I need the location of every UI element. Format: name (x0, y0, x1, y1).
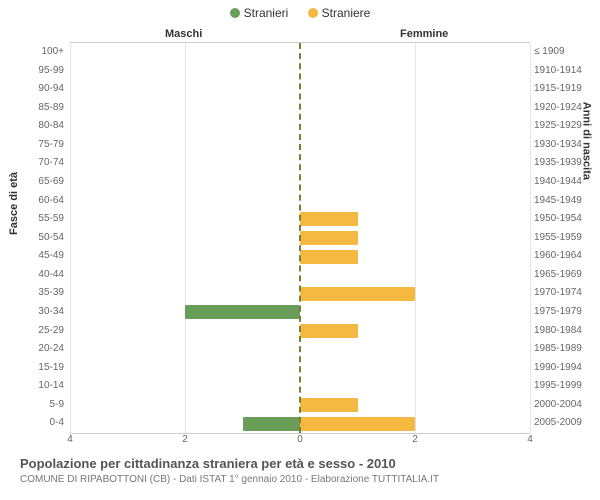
xtick: 0 (297, 434, 303, 445)
bar-female (300, 398, 358, 412)
ytick-age: 60-64 (28, 195, 64, 206)
header-male: Maschi (165, 28, 202, 40)
ytick-birth: 1920-1924 (534, 102, 590, 113)
bar-female (300, 287, 415, 301)
gridline (530, 43, 531, 433)
ytick-birth: 1910-1914 (534, 65, 590, 76)
x-axis: 4 2 0 2 4 (70, 434, 530, 450)
ytick-age: 45-49 (28, 250, 64, 261)
ytick-birth: 1965-1969 (534, 269, 590, 280)
ytick-age: 25-29 (28, 325, 64, 336)
ytick-birth: 2005-2009 (534, 417, 590, 428)
ytick-birth: 1990-1994 (534, 362, 590, 373)
ytick-age: 35-39 (28, 287, 64, 298)
ytick-age: 40-44 (28, 269, 64, 280)
ytick-birth: 1955-1959 (534, 232, 590, 243)
header-female: Femmine (400, 28, 448, 40)
ytick-birth: 1945-1949 (534, 195, 590, 206)
chart-area: 100+≤ 190995-991910-191490-941915-191985… (70, 42, 530, 434)
bar-female (300, 212, 358, 226)
ytick-age: 30-34 (28, 306, 64, 317)
xtick: 4 (67, 434, 73, 445)
bar-female (300, 324, 358, 338)
ytick-birth: 1915-1919 (534, 83, 590, 94)
ytick-birth: 1980-1984 (534, 325, 590, 336)
chart-title: Popolazione per cittadinanza straniera p… (20, 456, 396, 471)
bar-male (185, 305, 300, 319)
ytick-age: 90-94 (28, 83, 64, 94)
ytick-birth: 1935-1939 (534, 157, 590, 168)
legend-male: Stranieri (230, 6, 289, 20)
ytick-age: 100+ (28, 46, 64, 57)
ytick-age: 75-79 (28, 139, 64, 150)
xtick: 2 (182, 434, 188, 445)
ytick-age: 80-84 (28, 120, 64, 131)
bar-female (300, 231, 358, 245)
legend-label-male: Stranieri (244, 6, 289, 20)
bar-male (243, 417, 301, 431)
center-axis (299, 43, 301, 433)
ytick-age: 95-99 (28, 65, 64, 76)
ytick-age: 0-4 (28, 417, 64, 428)
ytick-birth: 1970-1974 (534, 287, 590, 298)
ytick-birth: 1925-1929 (534, 120, 590, 131)
ytick-birth: 1985-1989 (534, 343, 590, 354)
ytick-age: 55-59 (28, 213, 64, 224)
ytick-age: 70-74 (28, 157, 64, 168)
legend-label-female: Straniere (322, 6, 371, 20)
chart-subtitle: COMUNE DI RIPABOTTONI (CB) - Dati ISTAT … (20, 474, 439, 485)
ytick-birth: 1940-1944 (534, 176, 590, 187)
xtick: 4 (527, 434, 533, 445)
xtick: 2 (412, 434, 418, 445)
ytick-birth: 1960-1964 (534, 250, 590, 261)
bar-female (300, 417, 415, 431)
ytick-age: 5-9 (28, 399, 64, 410)
ytick-birth: 1950-1954 (534, 213, 590, 224)
ytick-birth: 2000-2004 (534, 399, 590, 410)
legend-swatch-male (230, 8, 240, 18)
ytick-age: 50-54 (28, 232, 64, 243)
ytick-age: 10-14 (28, 380, 64, 391)
ytick-birth: ≤ 1909 (534, 46, 590, 57)
ytick-birth: 1995-1999 (534, 380, 590, 391)
ytick-birth: 1975-1979 (534, 306, 590, 317)
bar-female (300, 250, 358, 264)
legend-female: Straniere (308, 6, 371, 20)
legend-swatch-female (308, 8, 318, 18)
y-axis-label-left: Fasce di età (8, 172, 20, 235)
legend: Stranieri Straniere (0, 6, 600, 21)
ytick-age: 85-89 (28, 102, 64, 113)
ytick-age: 15-19 (28, 362, 64, 373)
ytick-birth: 1930-1934 (534, 139, 590, 150)
ytick-age: 65-69 (28, 176, 64, 187)
ytick-age: 20-24 (28, 343, 64, 354)
